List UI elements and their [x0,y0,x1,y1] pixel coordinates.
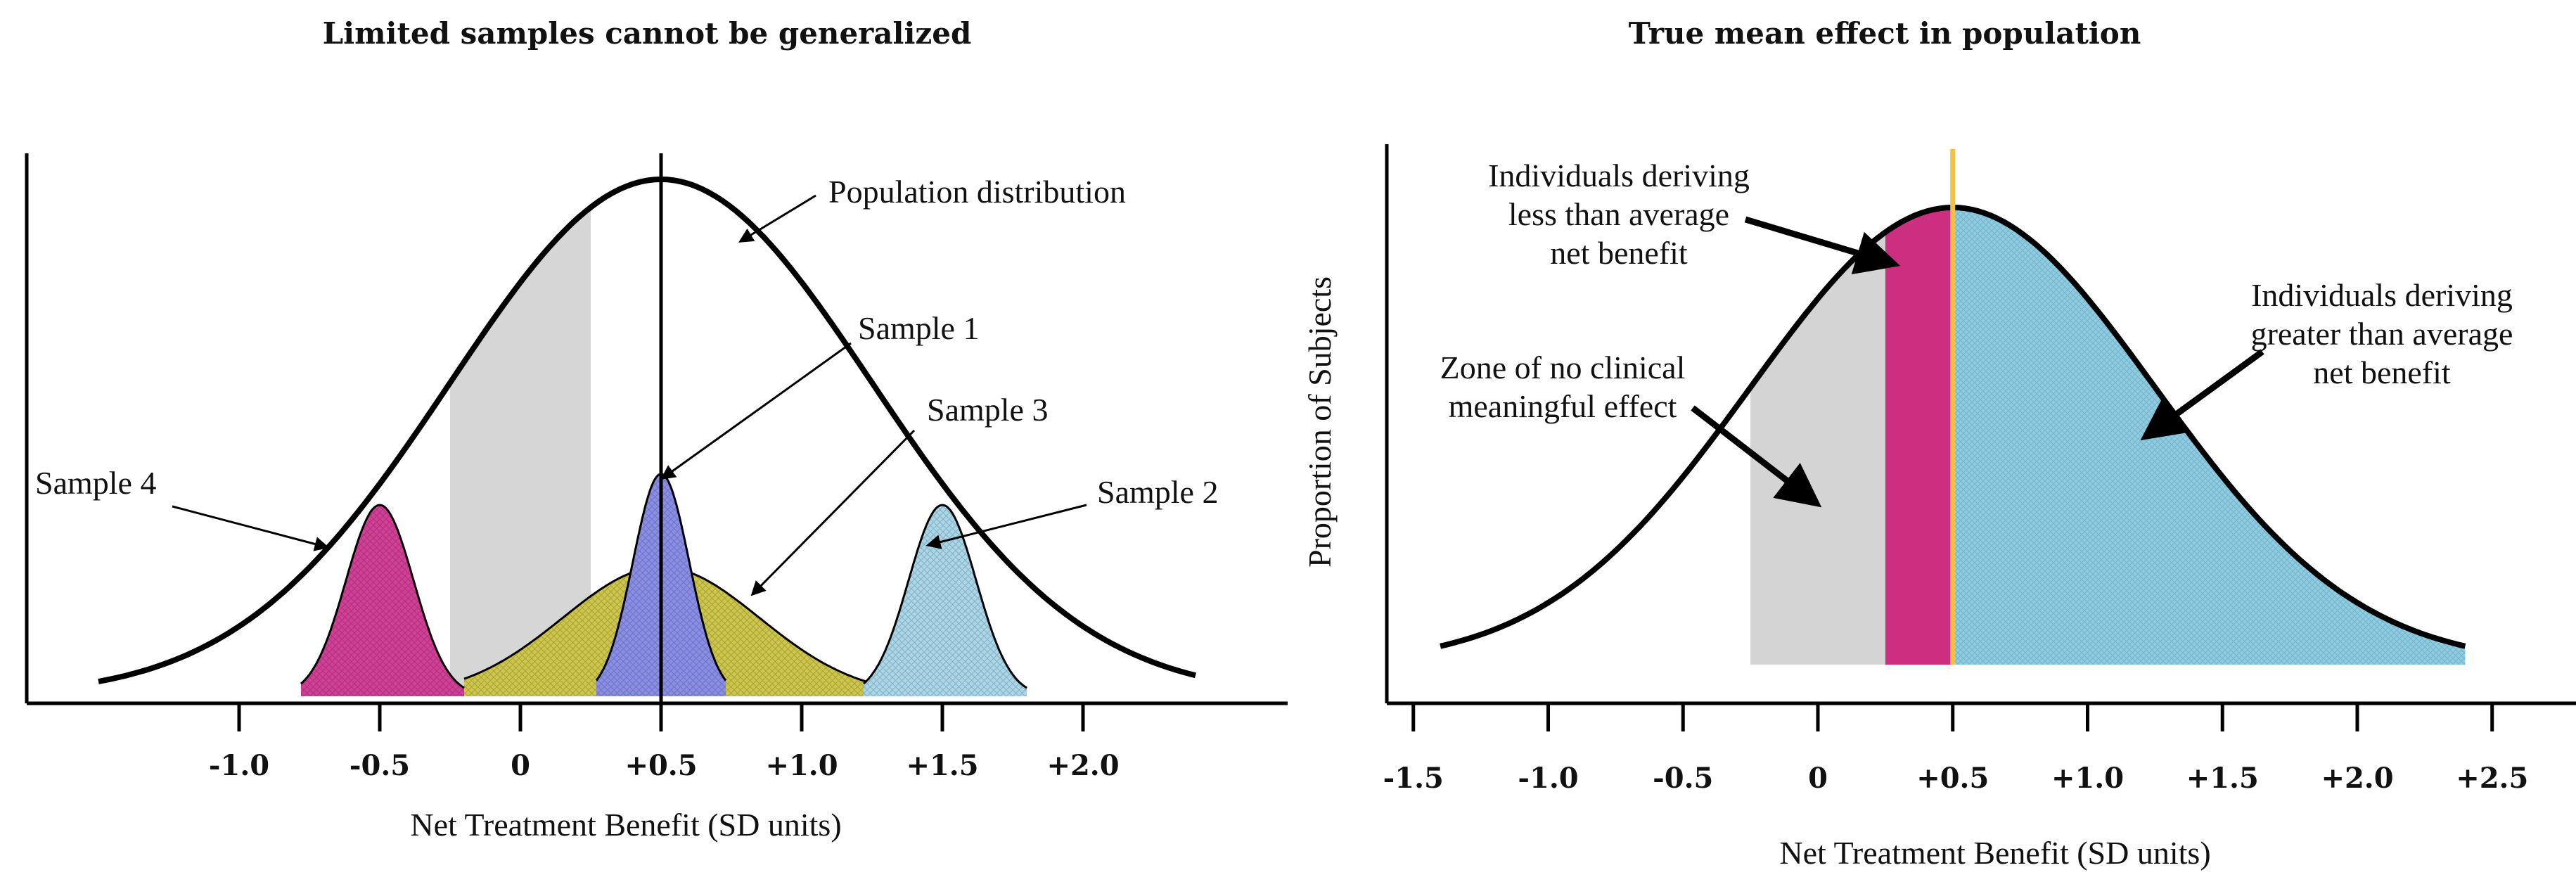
annotation-less-than-average: Individuals deriving less than average n… [1488,158,1750,271]
arrow-population [738,194,816,243]
x-tick-label: +2.0 [2321,762,2393,795]
series-sample-2-outline [863,504,1027,689]
chart-title: Limited samples cannot be generalized [323,16,972,51]
x-tick-label: +0.5 [624,749,697,782]
series-sample-4-texture [301,505,464,696]
annotation-line: Zone of no clinical [1440,350,1686,385]
annotation-sample-2: Sample 2 [1097,474,1218,510]
annotation-line: greater than average [2251,316,2513,352]
x-tick-label: +1.0 [2051,762,2124,795]
arrow-sample-3 [750,429,916,596]
annotation-zone-no-effect: Zone of no clinical meaningful effect [1440,350,1686,424]
annotation-population-distribution: Population distribution [828,174,1126,210]
x-tick-label: -1.0 [1518,762,1578,795]
chart-left: Limited samples cannot be generalized -1… [25,16,1288,843]
x-tick-label: +1.0 [765,749,838,782]
annotation-line: meaningful effect [1449,388,1677,424]
gray-zone [450,207,591,696]
x-tick-label: +2.5 [2456,762,2528,795]
x-axis-label: Net Treatment Benefit (SD units) [1779,835,2210,871]
arrow-less-than-average [1744,216,1901,275]
annotation-greater-than-average: Individuals deriving greater than averag… [2251,277,2513,390]
zone-zone-of-no-clinical-meaningful-effect [1750,232,1885,665]
annotation-sample-4: Sample 4 [35,465,156,501]
x-tick-label: -0.5 [1653,762,1713,795]
series-sample-2-texture [864,505,1027,696]
arrow-sample-4 [172,505,330,551]
annotation-line: Individuals deriving [1488,158,1750,193]
x-tick-label: 0 [1808,762,1828,795]
arrow-zone-no-effect [1691,405,1822,508]
chart-left-svg: Limited samples cannot be generalized -1… [25,16,1288,843]
x-tick-label: -0.5 [350,749,410,782]
x-tick-label: +2.0 [1046,749,1119,782]
arrow-greater-than-average [2140,349,2264,441]
zone-individuals-deriving-less-than-average-net-benefit [1885,207,1953,665]
annotation-line: net benefit [2313,354,2451,390]
annotation-sample-1: Sample 1 [858,310,979,346]
x-axis-label: Net Treatment Benefit (SD units) [410,807,841,843]
series-sample-4-outline [300,504,465,689]
annotation-line: net benefit [1550,235,1688,271]
chart-right: True mean effect in population -1.5 -1.0 -… [1288,0,2576,889]
chart-right-svg: True mean effect in population -1.5 -1.0 -… [1302,16,2576,871]
series-population-distribution [98,176,1196,684]
series-sample-3-outline [463,565,929,694]
y-axis-label: Proportion of Subjects [1302,276,1338,568]
x-tick-label: -1.5 [1383,762,1444,795]
arrow-sample-1 [660,342,852,480]
x-tick-label: -1.0 [209,749,269,782]
annotation-line: Individuals deriving [2251,277,2513,313]
x-tick-label: +0.5 [1916,762,1989,795]
annotation-sample-3: Sample 3 [927,392,1048,428]
x-tick-label: +1.5 [2186,762,2259,795]
x-tick-label: 0 [511,749,530,782]
zone-greater-than-average-texture [1952,207,2466,665]
arrow-sample-2 [925,504,1087,549]
chart-title: True mean effect in population [1629,16,2141,51]
x-tick-label: +1.5 [906,749,978,782]
annotation-line: less than average [1508,196,1729,232]
